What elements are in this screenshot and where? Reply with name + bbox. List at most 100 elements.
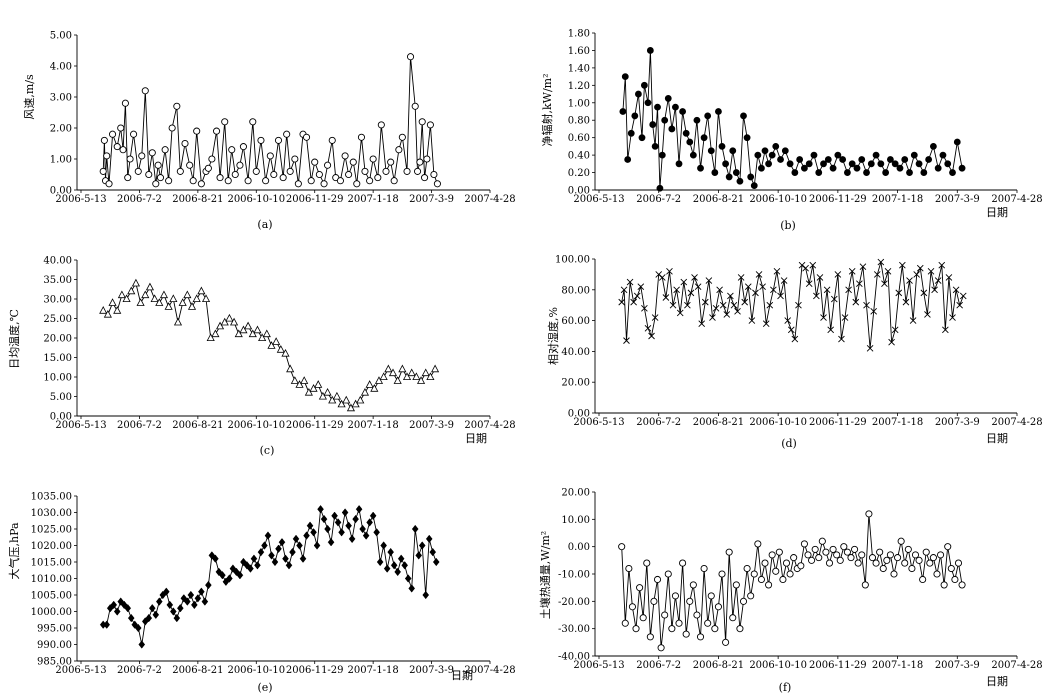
y-tick-label: 0.80: [568, 116, 590, 127]
data-point: [307, 177, 315, 185]
y-tick-label: 1.00: [50, 155, 72, 166]
data-point: [709, 314, 716, 321]
y-tick-label: 0.00: [568, 186, 590, 197]
data-point: [772, 142, 780, 150]
data-point: [641, 304, 648, 312]
data-point: [356, 395, 365, 404]
data-point: [906, 169, 913, 176]
y-tick-label: 1.00: [568, 98, 590, 109]
y-tick-label: 1000.00: [31, 607, 72, 618]
data-point: [841, 314, 849, 321]
data-point: [264, 531, 272, 540]
y-tick-label: 0.00: [568, 542, 590, 553]
data-point: [648, 332, 655, 340]
data-point: [722, 160, 729, 168]
x-axis-title: 日期: [451, 669, 473, 682]
data-point: [165, 177, 173, 185]
data-point: [618, 298, 626, 306]
data-point: [141, 87, 149, 95]
data-point: [315, 170, 323, 179]
data-point: [848, 160, 856, 168]
data-point: [795, 301, 802, 309]
data-point: [304, 387, 313, 396]
data-point: [416, 158, 424, 166]
data-point: [646, 633, 654, 641]
x-tick-label: 2006-8-21: [172, 194, 223, 205]
data-point: [664, 95, 672, 102]
data-point: [341, 508, 349, 517]
x-tick-label: 2006-8-21: [693, 194, 744, 205]
series-line: [103, 507, 437, 645]
data-point: [896, 164, 904, 172]
chart-panel-b: 0.00 0.20 0.40 0.60 0.80 1.00 1.20 1.40 1.60 1.80…: [540, 29, 1043, 233]
data-point: [640, 81, 648, 89]
data-point: [187, 302, 197, 310]
x-tick-label: 2006-11-29: [286, 420, 344, 431]
data-point: [697, 164, 704, 172]
data-point: [757, 575, 765, 584]
data-point: [680, 278, 688, 286]
data-point: [801, 164, 808, 172]
data-point: [295, 380, 304, 388]
data-point: [628, 603, 636, 611]
y-axis-title: 相对湿度,%: [546, 307, 560, 365]
data-point: [278, 537, 286, 547]
data-point: [407, 368, 416, 377]
data-point: [302, 133, 311, 141]
y-tick-label: 0.00: [568, 409, 590, 420]
y-tick-label: 1015.00: [31, 558, 72, 569]
x-tick-label: 2006-10-10: [749, 417, 807, 428]
data-point: [286, 364, 295, 373]
data-point: [377, 121, 385, 129]
panel-label: (a): [257, 218, 272, 231]
data-point: [882, 169, 890, 176]
x-tick-label: 2006-8-21: [172, 665, 223, 676]
data-point: [956, 301, 963, 309]
data-point: [930, 142, 937, 150]
y-tick-label: 1.60: [568, 46, 590, 57]
data-point: [360, 387, 370, 396]
data-point: [275, 544, 282, 554]
data-point: [138, 640, 146, 649]
data-point: [338, 528, 345, 537]
data-point: [811, 545, 819, 553]
data-point: [694, 283, 702, 291]
data-point: [686, 138, 694, 146]
data-point: [693, 611, 701, 619]
data-point: [808, 556, 816, 564]
data-point: [103, 152, 111, 160]
data-point: [353, 180, 361, 188]
data-point: [173, 613, 181, 623]
data-point: [790, 554, 798, 562]
data-point: [299, 554, 307, 563]
data-point: [820, 160, 827, 168]
data-point: [915, 556, 923, 564]
data-point: [732, 581, 740, 589]
data-point: [387, 158, 395, 166]
data-point: [901, 156, 909, 163]
data-point: [145, 282, 155, 291]
data-point: [859, 263, 867, 271]
data-point: [289, 547, 296, 557]
data-point: [357, 133, 366, 141]
data-point: [402, 372, 412, 381]
y-tick-label: 80.00: [561, 285, 590, 296]
data-point: [809, 261, 817, 269]
data-point: [737, 274, 745, 281]
data-point: [250, 554, 258, 563]
data-point: [176, 167, 184, 175]
y-tick-label: 995.00: [37, 624, 72, 635]
y-tick-label: 10.00: [43, 373, 72, 384]
data-point: [324, 524, 331, 534]
data-point: [205, 580, 212, 590]
data-point: [705, 277, 713, 284]
y-tick-label: 1010.00: [31, 574, 72, 585]
data-point: [351, 399, 360, 408]
data-point: [772, 567, 780, 575]
x-tick-label: 2007-3-9: [935, 417, 980, 428]
data-point: [730, 301, 738, 309]
data-point: [345, 521, 352, 530]
data-point: [109, 130, 117, 138]
data-point: [164, 302, 173, 310]
y-tick-label: 30.00: [43, 295, 72, 306]
